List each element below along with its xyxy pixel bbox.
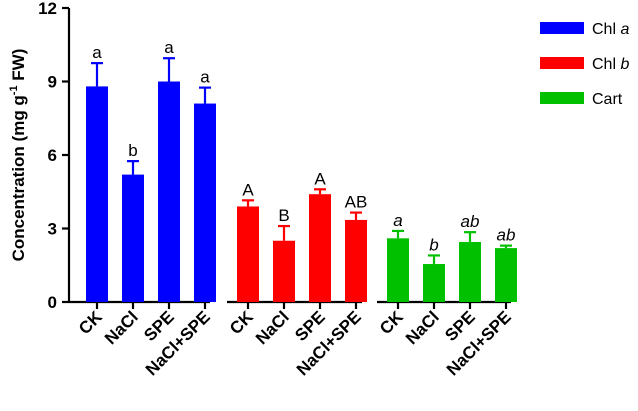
significance-letter: B	[278, 206, 289, 225]
error-bar	[278, 224, 290, 241]
error-bar	[350, 211, 362, 220]
x-tick-label: NaCl	[402, 307, 443, 348]
error-bar	[163, 57, 175, 82]
legend-label: Chl a	[592, 21, 629, 38]
x-tick-label: NaCl	[101, 307, 142, 348]
y-tick-label: 12	[38, 0, 57, 18]
bar	[122, 174, 144, 302]
error-bar	[199, 86, 211, 104]
significance-letter: a	[164, 38, 174, 57]
significance-letter: ab	[497, 226, 516, 245]
bar	[423, 264, 445, 302]
significance-letter: A	[242, 180, 254, 199]
legend-label: Chl b	[592, 56, 629, 73]
y-axis-title-tail: FW)	[9, 49, 28, 86]
bar	[387, 238, 409, 302]
error-bar	[127, 160, 139, 175]
y-tick-label: 0	[48, 293, 57, 312]
bar	[273, 240, 295, 302]
bar	[194, 103, 216, 302]
legend-label: Cart	[592, 91, 623, 108]
legend-item: Chl a	[540, 21, 629, 38]
error-bar	[314, 188, 326, 195]
significance-letter: a	[200, 68, 210, 87]
y-axis-title-superscript: -1	[8, 85, 20, 95]
error-bar	[500, 244, 512, 249]
y-tick-label: 9	[48, 73, 57, 92]
significance-letter: a	[393, 211, 402, 230]
bar	[86, 86, 108, 303]
y-tick-label: 6	[48, 146, 57, 165]
significance-letter: a	[92, 43, 102, 62]
y-axis-title-main: Concentration (mg g	[9, 95, 28, 261]
bar	[158, 81, 180, 302]
significance-letter: AB	[345, 193, 368, 212]
y-axis: 0 3 6 9 12 Concentration (mg g-1 FW)	[8, 0, 71, 312]
legend-swatch	[540, 57, 584, 69]
legend-swatch	[540, 22, 584, 34]
significance-letter: b	[128, 141, 137, 160]
significance-letter: b	[429, 235, 438, 254]
bar	[345, 219, 367, 302]
y-ticks: 0 3 6 9 12	[38, 0, 69, 312]
significance-letter: ab	[461, 212, 480, 231]
bar	[309, 194, 331, 302]
error-bar	[464, 231, 476, 242]
error-bar	[392, 229, 404, 239]
error-bar	[242, 199, 254, 207]
x-tick-label: NaCl	[252, 307, 293, 348]
error-bar	[91, 62, 103, 87]
legend-swatch	[540, 92, 584, 104]
y-axis-title: Concentration (mg g-1 FW)	[8, 49, 28, 262]
y-tick-label: 3	[48, 220, 57, 239]
bar	[459, 241, 481, 302]
bar	[495, 248, 517, 302]
legend: Chl a Chl b Cart	[540, 21, 629, 108]
significance-letter: A	[314, 169, 326, 188]
series-group-1: a b a a	[86, 38, 216, 303]
legend-item: Chl b	[540, 56, 629, 73]
bar	[237, 206, 259, 302]
error-bar	[428, 254, 440, 265]
legend-item: Cart	[540, 91, 623, 108]
